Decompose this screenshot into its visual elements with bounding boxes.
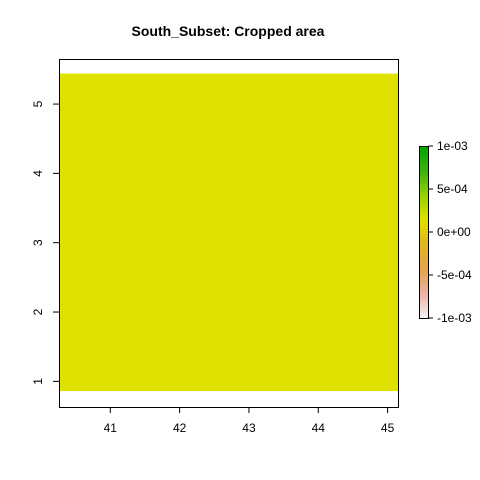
- color-legend: 1e-03 5e-04 0e+00 -5e-04 -1e-03: [419, 139, 472, 325]
- x-tick-label: 45: [381, 421, 395, 435]
- legend-color-bar: [419, 146, 428, 318]
- y-tick-label: 3: [31, 239, 45, 246]
- x-tick-label: 43: [242, 421, 256, 435]
- x-tick-label: 41: [104, 421, 118, 435]
- plot-frame: [59, 59, 399, 408]
- raster-fill: [59, 73, 398, 392]
- y-tick-label: 5: [31, 100, 45, 107]
- y-tick-label: 4: [31, 170, 45, 177]
- legend-tick-label: -5e-04: [437, 268, 472, 282]
- legend-tick-label: 0e+00: [437, 225, 471, 239]
- x-axis: 41 42 43 44 45: [104, 407, 395, 435]
- y-tick-label: 1: [31, 378, 45, 385]
- legend-tick-label: 1e-03: [437, 139, 468, 153]
- legend-tick-label: 5e-04: [437, 182, 468, 196]
- y-tick-label: 2: [31, 308, 45, 315]
- y-axis: 1 2 3 4 5: [31, 100, 60, 385]
- chart-title: South_Subset: Cropped area: [132, 23, 325, 39]
- x-tick-label: 42: [173, 421, 187, 435]
- legend-tick-label: -1e-03: [437, 311, 472, 325]
- x-tick-label: 44: [312, 421, 326, 435]
